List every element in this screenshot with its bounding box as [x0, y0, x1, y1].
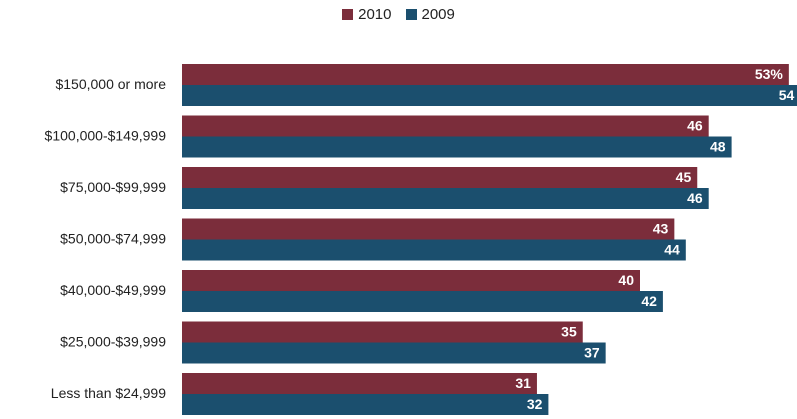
data-label-2010: 46 — [687, 118, 703, 134]
category-label: $40,000-$49,999 — [60, 282, 166, 298]
bar-2010 — [182, 321, 583, 343]
bar-2010 — [182, 115, 709, 137]
data-label-2010: 40 — [618, 272, 634, 288]
bar-2009 — [182, 394, 549, 415]
bar-2010 — [182, 270, 640, 291]
legend-swatch-2009 — [405, 9, 417, 20]
bar-2010 — [182, 167, 698, 188]
data-label-2009: 54 — [779, 87, 795, 103]
data-label-2009: 48 — [710, 139, 726, 155]
bar-2009 — [182, 85, 797, 106]
category-label: $100,000-$149,999 — [45, 128, 167, 144]
legend-swatch-2010 — [342, 9, 354, 20]
data-label-2010: 53% — [755, 66, 784, 82]
data-label-2010: 35 — [561, 324, 577, 340]
legend-label-2009: 2009 — [421, 6, 455, 23]
legend-item-2009: 2009 — [405, 6, 455, 23]
bar-2009 — [182, 239, 686, 261]
data-label-2010: 31 — [515, 375, 531, 391]
legend-item-2010: 2010 — [342, 6, 392, 23]
bar-2009 — [182, 136, 732, 158]
data-label-2009: 42 — [641, 293, 657, 309]
category-label: Less than $24,999 — [51, 385, 166, 401]
bar-2009 — [182, 188, 709, 209]
data-label-2009: 32 — [527, 396, 543, 412]
category-label: $75,000-$99,999 — [60, 179, 166, 195]
category-label: $50,000-$74,999 — [60, 231, 166, 247]
data-label-2010: 43 — [653, 221, 669, 237]
data-label-2009: 46 — [687, 190, 703, 206]
data-label-2010: 45 — [676, 169, 692, 185]
bar-2010 — [182, 218, 675, 240]
data-label-2009: 37 — [584, 345, 600, 361]
data-label-2009: 44 — [664, 242, 680, 258]
legend-label-2010: 2010 — [358, 6, 392, 23]
category-label: $25,000-$39,999 — [60, 334, 166, 350]
bar-2009 — [182, 342, 606, 364]
category-label: $150,000 or more — [55, 76, 166, 92]
legend: 2010 2009 — [0, 6, 797, 23]
bar-2010 — [182, 64, 789, 85]
bar-2009 — [182, 291, 663, 312]
bar-2010 — [182, 373, 537, 394]
